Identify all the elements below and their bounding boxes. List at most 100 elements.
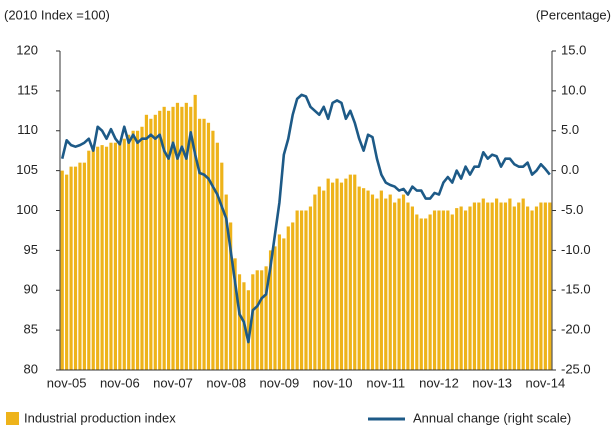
bar <box>463 210 468 370</box>
bar <box>144 114 149 370</box>
y-tick-label: 90 <box>24 282 38 297</box>
bar <box>375 198 379 370</box>
bar <box>158 110 162 370</box>
bar <box>388 194 392 370</box>
bar <box>60 170 64 370</box>
bar <box>251 274 255 370</box>
y2-tick-label: 10.0 <box>561 82 586 97</box>
bar <box>441 210 446 370</box>
bar <box>122 138 126 370</box>
y2-tick-label: 15.0 <box>561 42 586 57</box>
y-tick-label: 95 <box>24 242 38 257</box>
bar <box>100 145 104 370</box>
y2-tick-label: 5.0 <box>561 122 579 137</box>
bar <box>362 188 366 370</box>
bar <box>149 118 153 370</box>
bar <box>530 210 534 370</box>
y2-tick-label: -5.0 <box>561 202 583 217</box>
y2-axis-label: (Percentage) <box>536 7 611 22</box>
bar <box>339 182 344 370</box>
bar <box>481 198 485 370</box>
bar <box>127 134 131 370</box>
bar <box>353 174 357 370</box>
bar <box>477 202 481 370</box>
bar <box>326 178 330 370</box>
bar <box>162 106 166 370</box>
bar <box>437 210 441 370</box>
bar <box>237 274 242 370</box>
y-tick-label: 110 <box>17 122 38 137</box>
bar <box>255 270 259 370</box>
y-axis-label: (2010 Index =100) <box>4 7 110 22</box>
bar <box>450 214 454 370</box>
bar <box>286 226 290 370</box>
x-tick-label: nov-06 <box>100 375 140 390</box>
y2-tick-label: -10.0 <box>561 242 591 257</box>
bar <box>175 102 180 371</box>
x-tick-label: nov-08 <box>206 375 246 390</box>
x-tick-label: nov-12 <box>419 375 459 390</box>
bar <box>87 150 91 370</box>
y-tick-label: 115 <box>17 82 38 97</box>
bar <box>317 186 321 370</box>
bar <box>526 206 530 370</box>
bar <box>393 202 397 370</box>
bar <box>277 234 282 370</box>
y2-tick-label: -15.0 <box>561 282 591 297</box>
bar <box>140 126 144 370</box>
bar <box>246 290 250 370</box>
x-tick-label: nov-10 <box>313 375 353 390</box>
y2-tick-label: -25.0 <box>561 361 591 376</box>
x-tick-label: nov-13 <box>472 375 512 390</box>
bar <box>260 270 264 370</box>
bar <box>357 186 361 370</box>
bar <box>65 174 69 370</box>
bar <box>521 198 525 370</box>
bar <box>166 110 171 370</box>
bar <box>330 182 335 370</box>
y2-tick-label: -20.0 <box>561 322 591 337</box>
bar <box>419 218 423 370</box>
bar <box>415 214 419 370</box>
bar <box>428 214 432 370</box>
bar <box>135 130 140 370</box>
bar <box>220 162 224 370</box>
bar <box>384 198 388 370</box>
bar <box>344 178 348 370</box>
bar <box>264 266 268 370</box>
y-tick-label: 85 <box>24 322 38 337</box>
bar <box>348 174 352 370</box>
bar <box>171 106 175 370</box>
bar <box>517 202 521 370</box>
bar <box>229 222 233 370</box>
bar <box>499 202 503 370</box>
bar <box>282 238 286 370</box>
x-tick-label: nov-05 <box>47 375 87 390</box>
bar <box>304 210 308 370</box>
bar <box>268 250 273 370</box>
bar <box>401 194 406 370</box>
bar <box>113 142 118 370</box>
bar <box>446 210 450 370</box>
x-tick-label: nov-09 <box>260 375 300 390</box>
bar <box>424 218 428 370</box>
bar <box>91 146 95 370</box>
bar <box>512 206 516 370</box>
bar <box>468 206 472 370</box>
bar <box>202 118 206 370</box>
bar <box>153 114 157 370</box>
bar <box>503 202 508 370</box>
bar <box>313 194 317 370</box>
bar <box>410 206 414 370</box>
bar <box>233 258 237 370</box>
x-tick-label: nov-11 <box>366 375 405 390</box>
bar <box>109 142 113 370</box>
bar <box>82 162 86 370</box>
legend-label: Annual change (right scale) <box>413 410 571 425</box>
x-tick-label: nov-07 <box>153 375 193 390</box>
bar <box>472 202 477 370</box>
bar <box>508 198 512 370</box>
legend-label: Industrial production index <box>24 410 176 425</box>
bar <box>548 202 552 370</box>
